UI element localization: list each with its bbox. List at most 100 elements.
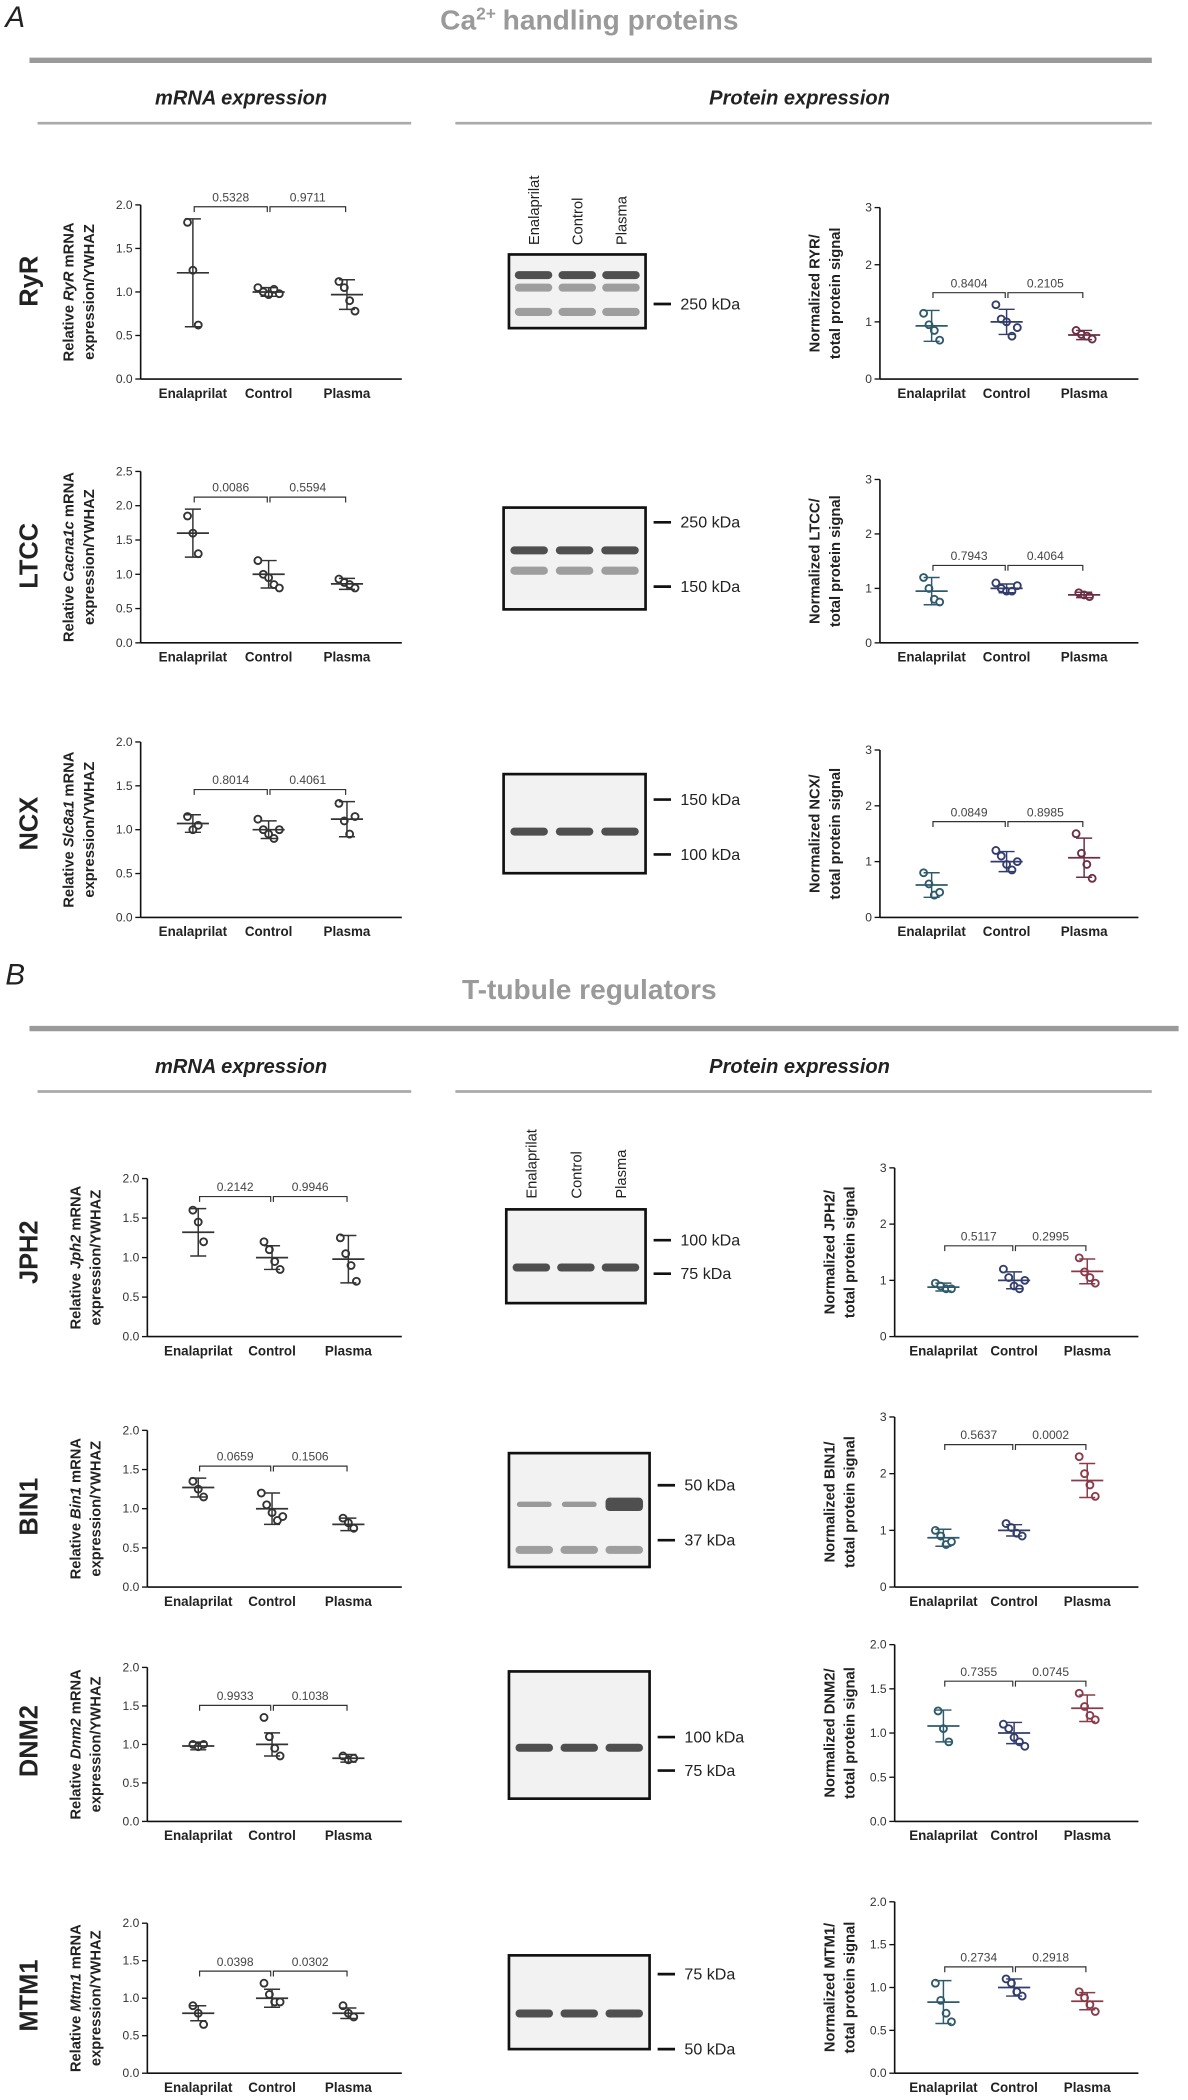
y-axis-label-part: mRNA [62, 751, 78, 796]
y-axis-label-part: expression/YWHAZ [88, 1930, 104, 2066]
data-point [341, 1249, 351, 1259]
marker-label: 50 kDa [684, 1477, 735, 1495]
y-axis-label-part: Relative [62, 305, 78, 361]
data-point [253, 556, 263, 565]
data-point [933, 1706, 943, 1716]
data-point [929, 326, 939, 335]
y-tick-label: 1 [880, 1523, 887, 1537]
data-point [935, 887, 945, 897]
x-tick-label: Plasma [325, 1343, 372, 1358]
y-axis-label: Relative RyR mRNA [62, 222, 78, 361]
y-axis-label: total protein signal [828, 768, 844, 900]
y-axis-label-part: expression/YWHAZ [82, 489, 98, 625]
data-point [1004, 1724, 1014, 1734]
y-axis-label-part: mRNA [62, 472, 78, 517]
marker-label: 100 kDa [680, 1232, 740, 1250]
data-point [259, 1713, 269, 1722]
comparison-bracket [944, 1966, 1014, 1973]
blot-band [515, 1743, 554, 1752]
p-value: 0.9946 [292, 1180, 329, 1194]
p-value: 0.9933 [217, 1689, 254, 1703]
comparison-bracket [193, 788, 268, 795]
y-tick-label: 1.5 [123, 1954, 140, 1968]
blot-band [515, 2009, 554, 2018]
blot [507, 1954, 651, 2051]
y-axis-label: expression/YWHAZ [88, 1190, 104, 1326]
blot-band [560, 1545, 599, 1554]
y-tick-label: 1.5 [116, 241, 133, 255]
data-point [253, 814, 263, 824]
y-axis-label: expression/YWHAZ [82, 489, 98, 625]
y-tick-label: 1.0 [116, 567, 133, 581]
y-axis-label-part: expression/YWHAZ [88, 1190, 104, 1326]
y-axis-label-part: total protein signal [842, 1186, 858, 1318]
comparison-bracket [269, 788, 347, 795]
comparison-bracket [193, 206, 268, 213]
x-tick-label: Enalaprilat [164, 1828, 233, 1843]
y-tick-label: 1.5 [123, 1463, 140, 1477]
y-axis-label: Normalized LTCC/ [808, 498, 824, 624]
p-value: 0.7355 [960, 1665, 997, 1679]
y-tick-label: 0.5 [116, 867, 133, 881]
section-letter: A [3, 1, 25, 34]
y-axis-label-part: total protein signal [828, 768, 844, 900]
y-axis-label: expression/YWHAZ [88, 1677, 104, 1813]
x-tick-label: Plasma [325, 1828, 372, 1843]
comparison-bracket [272, 1465, 348, 1472]
y-tick-label: 1.0 [870, 1981, 887, 1995]
y-tick-label: 3 [865, 472, 872, 486]
blot-band [605, 1545, 644, 1554]
data-point [1074, 1253, 1084, 1263]
data-point [1077, 848, 1086, 858]
data-point [345, 296, 355, 306]
data-point [259, 1978, 269, 1988]
y-axis-label: Relative Slc8a1 mRNA [62, 751, 78, 907]
y-axis-label: Relative Bin1 mRNA [68, 1438, 84, 1580]
p-value: 0.2995 [1032, 1229, 1069, 1243]
x-tick-label: Control [990, 2080, 1038, 2095]
y-axis-label-part: Normalized RYR/ [808, 234, 824, 352]
comparison-bracket [1014, 1680, 1087, 1687]
x-tick-label: Enalaprilat [159, 924, 228, 939]
x-tick-label: Enalaprilat [909, 1343, 978, 1358]
y-tick-label: 0.0 [870, 2066, 887, 2080]
x-tick-label: Plasma [1064, 1594, 1111, 1609]
comparison-bracket [932, 564, 1006, 571]
y-tick-label: 0.5 [123, 2029, 140, 2043]
data-point [996, 851, 1006, 861]
mrna-heading: mRNA expression [155, 87, 327, 109]
y-axis-label-part: RyR [62, 271, 78, 301]
data-point [1074, 1452, 1084, 1462]
y-tick-label: 1.5 [123, 1699, 140, 1713]
y-tick-label: 0.0 [116, 910, 133, 924]
y-tick-label: 0.5 [123, 1541, 140, 1555]
blot [502, 772, 647, 875]
blot-band [560, 2009, 599, 2018]
y-tick-label: 1.0 [870, 1726, 887, 1740]
comparison-bracket [198, 1195, 272, 1202]
section-title: T-tubule regulators [462, 974, 717, 1005]
y-tick-label: 3 [880, 1410, 887, 1424]
y-axis-label: expression/YWHAZ [88, 1930, 104, 2066]
y-axis-label: Normalized MTM1/ [822, 1923, 838, 2052]
p-value: 0.5117 [961, 1229, 997, 1243]
data-point [262, 1500, 272, 1510]
data-point [183, 511, 192, 521]
marker-label: 75 kDa [684, 1762, 735, 1780]
y-axis-label-part: total protein signal [842, 1922, 858, 2054]
comparison-bracket [944, 1443, 1014, 1450]
blot-band [605, 1497, 644, 1512]
blot-band [561, 1501, 597, 1508]
comparison-bracket [944, 1245, 1014, 1252]
comparison-bracket [272, 1704, 348, 1711]
row-label: DNM2 [16, 1705, 44, 1777]
data-point [259, 1237, 269, 1247]
blot-band [514, 283, 553, 292]
y-axis-label-part: Slc8a1 [62, 801, 78, 848]
data-point [346, 1261, 356, 1270]
y-axis-label: total protein signal [828, 495, 844, 627]
data-point [1082, 859, 1092, 869]
y-tick-label: 0 [865, 636, 872, 650]
comparison-bracket [1014, 1443, 1087, 1450]
comparison-bracket [193, 496, 268, 503]
